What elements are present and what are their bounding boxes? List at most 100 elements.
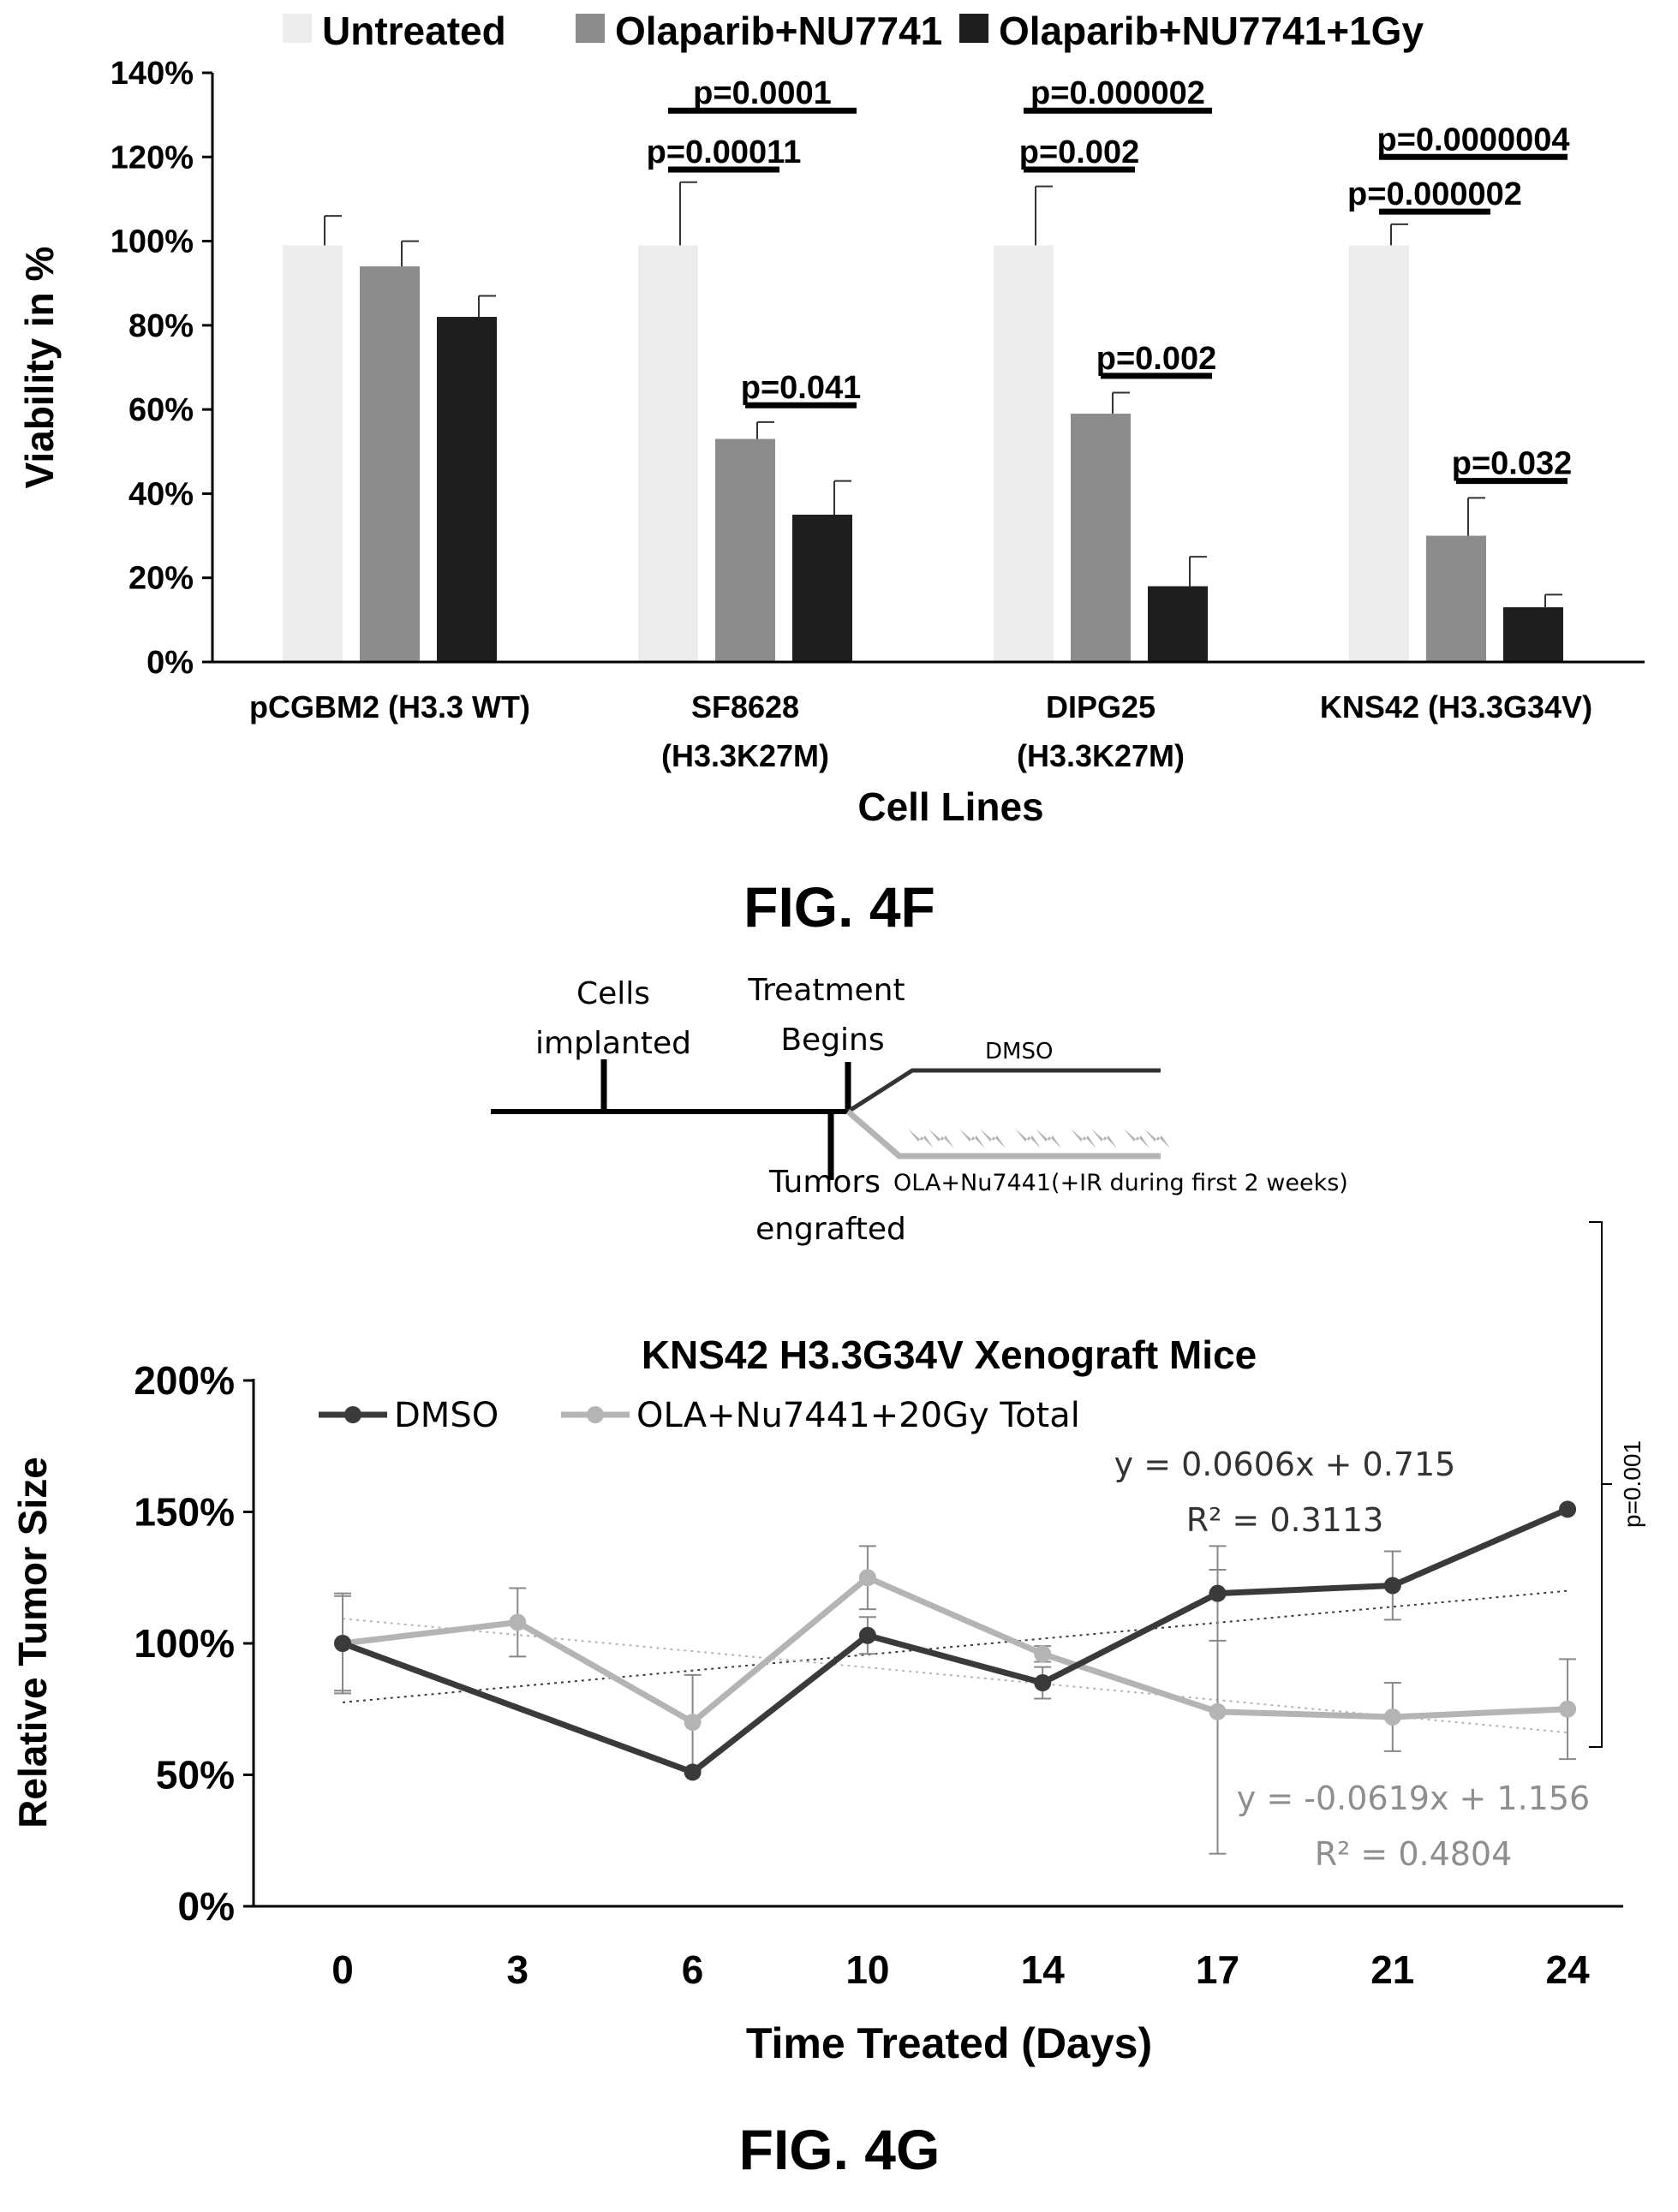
fig4f-bar [1349,245,1409,662]
dmso-equation: y = 0.0606x + 0.715 [1114,1446,1456,1483]
fig4f-bar [1148,586,1208,662]
bolt-icon [1124,1129,1150,1148]
bolt-icon [929,1129,954,1148]
fig4g-title: KNS42 H3.3G34V Xenograft Mice [642,1333,1257,1377]
fig4g-point [684,1763,702,1781]
label-cells: Cells [576,976,650,1011]
fig4f-bar [437,317,497,662]
treatment-r2: R² = 0.4804 [1315,1835,1513,1873]
fig4g-point [858,1569,876,1587]
label-begins: Begins [780,1023,884,1058]
fig4f-p-value: p=0.000002 [1347,176,1522,212]
bolt-icon [1071,1129,1096,1148]
fig4f-chart: Untreated Olaparib+NU7741 Olaparib+NU7741+… [17,9,1645,939]
fig4g-series-line [341,1506,1569,1775]
fig4f-y-tick-label: 0% [146,645,194,681]
fig4g-legend-label: DMSO [394,1396,499,1435]
fig4g-y-tick-label: 200% [134,1358,235,1403]
fig4f-legend-swatch [959,14,988,43]
fig4f-p-value: p=0.0000004 [1376,122,1569,158]
fig4g-x-tick-label: 21 [1370,1947,1414,1992]
fig4f-bar [1426,535,1486,662]
dmso-r2: R² = 0.3113 [1186,1501,1384,1539]
fig4f-significance-annotations: p=0.0001 p=0.00011 p=0.041 p=0.000002 p=0.00… [647,75,1573,485]
fig4g-point [509,1613,527,1631]
fig4f-legend-swatch [283,14,312,43]
fig4g-point [1559,1700,1577,1718]
fig4f-bar [792,515,852,662]
fig4f-p-value: p=0.00011 [647,134,802,170]
bolt-icon [959,1129,985,1148]
fig4g-point [684,1714,702,1732]
fig4g-x-tick-label: 6 [682,1947,704,1992]
fig4f-bar [715,438,775,662]
fig4g-chart: KNS42 H3.3G34V Xenograft Mice DMSO OLA+Nu… [10,1221,1645,2181]
fig4g-series-line [342,1574,1568,1726]
fig4f-y-tick-label: 80% [128,308,194,344]
fig4f-category-label: KNS42 (H3.3G34V) [1320,689,1592,724]
fig4g-trendline [342,1589,1568,1703]
fig4f-y-ticks: 0% 20% 40% 60% 80% 100% 120% 140% [110,56,212,681]
fig4f-p-value: p=0.041 [741,370,862,406]
fig4f-y-axis-label: Viability in % [17,247,62,489]
fig4f-category-labels: pCGBM2 (H3.3 WT) SF8628 (H3.3K27M) DIPG25 (H… [249,689,1592,773]
fig4g-point [1383,1577,1401,1595]
bolt-icon [1144,1129,1170,1148]
fig4g-x-axis-label: Time Treated (Days) [746,2019,1152,2067]
fig4g-x-tick-label: 17 [1196,1947,1239,1992]
fig4g-point [1034,1674,1052,1692]
fig4f-bar [638,245,698,662]
fig4f-error-bars [324,181,1562,608]
fig4f-legend: Untreated Olaparib+NU7741 Olaparib+NU7741+… [283,9,1424,53]
fig4f-p-value: p=0.002 [1096,341,1217,377]
bolt-icon [980,1129,1006,1148]
fig4g-y-ticks: 0% 50% 100% 150% 200% [134,1358,254,1929]
fig4g-x-ticks: 0 3 6 10 14 17 21 24 [331,1947,1590,1992]
fig4g-legend: DMSO OLA+Nu7441+20Gy Total [319,1396,1080,1435]
fig4f-category-label: DIPG25 [1046,689,1155,724]
fig4f-p-value: p=0.000002 [1030,75,1205,111]
fig4f-bar [283,245,343,662]
fig4f-y-tick-label: 120% [110,140,194,176]
fig4f-x-axis-label: Cell Lines [857,784,1043,829]
fig4g-y-tick-label: 0% [178,1884,235,1929]
fig4g-point [1383,1708,1401,1726]
fig4g-point [1209,1702,1227,1720]
fig4f-p-value: p=0.0001 [693,75,832,111]
label-treatment: Treatment [747,973,905,1008]
fig4g-legend-marker [344,1406,361,1423]
fig4g-x-tick-label: 14 [1021,1947,1066,1992]
label-tumors: Tumors [768,1165,881,1200]
fig4g-x-tick-label: 24 [1546,1947,1591,1992]
fig4f-y-tick-label: 40% [128,476,194,512]
bolt-icon [1091,1129,1117,1148]
fig4g-legend-label: OLA+Nu7441+20Gy Total [636,1396,1080,1435]
dmso-arm-line [846,1068,1161,1114]
fig4f-legend-label: Olaparib+NU7741 [615,9,942,53]
fig4g-y-axis-label: Relative Tumor Size [10,1457,55,1828]
fig4g-point [1034,1645,1052,1663]
fig4f-bar [994,245,1054,662]
fig4f-category-label: SF8628 [691,689,799,724]
fig4g-x-tick-label: 10 [845,1947,889,1992]
treatment-arm-line [845,1109,1161,1160]
fig4f-y-tick-label: 100% [110,224,194,260]
fig4f-p-value: p=0.032 [1452,446,1573,482]
label-dmso: DMSO [985,1039,1053,1064]
fig4g-point [1559,1500,1577,1518]
fig4g-x-tick-label: 3 [507,1947,529,1992]
fig4f-bar [1503,607,1563,662]
bolt-icon [1015,1129,1041,1148]
fig4f-bar [1071,414,1131,662]
label-implanted: implanted [535,1026,691,1061]
fig4f-y-tick-label: 20% [128,561,194,597]
fig4g-point [334,1635,351,1652]
fig4f-legend-label: Untreated [322,9,506,53]
fig4g-y-tick-label: 100% [134,1621,235,1666]
fig4g-y-tick-label: 50% [156,1753,235,1798]
fig4g-legend-marker [587,1406,604,1423]
label-engrafted: engrafted [755,1212,906,1247]
irradiation-bolt-icons [908,1129,1170,1148]
fig4f-category-label: (H3.3K27M) [661,738,829,773]
